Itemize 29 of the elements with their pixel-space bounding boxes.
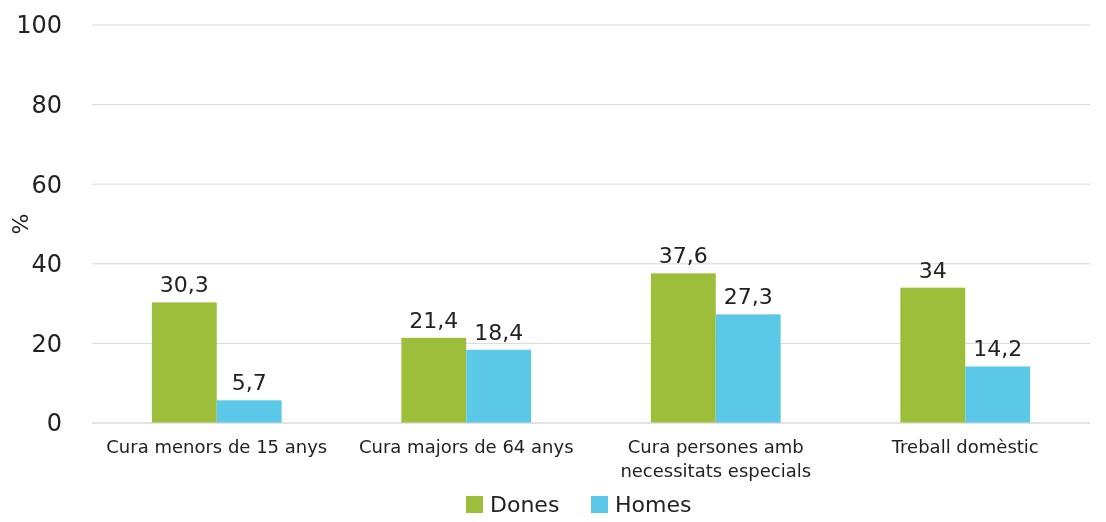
y-tick-label: 60 [31, 170, 62, 199]
bar [151, 302, 217, 423]
y-tick-label: 0 [46, 409, 62, 438]
data-label: 14,2 [973, 336, 1023, 362]
x-tick-label: Treball domèstic [890, 436, 1039, 457]
x-tick-label: Cura majors de 64 anys [358, 436, 574, 457]
legend-label: Homes [615, 492, 692, 517]
bar [216, 400, 282, 423]
data-label: 30,3 [159, 272, 209, 298]
bar [965, 366, 1031, 423]
data-label: 5,7 [231, 370, 267, 396]
y-tick-label: 20 [31, 329, 62, 358]
y-tick-label: 100 [16, 11, 62, 40]
bar [650, 273, 716, 423]
y-axis-title: % [8, 213, 33, 235]
legend-label: Dones [490, 492, 560, 517]
x-tick-label: Cura menors de 15 anys [106, 436, 328, 457]
data-label: 37,6 [658, 243, 708, 269]
y-tick-label: 40 [31, 250, 62, 279]
data-label: 21,4 [409, 307, 459, 333]
y-tick-label: 80 [31, 91, 62, 119]
x-tick-label: Cura persones amb necessitats especials [620, 436, 812, 481]
bar [715, 314, 781, 423]
bar [900, 287, 966, 423]
bar [401, 337, 467, 423]
bar [466, 349, 532, 423]
data-label: 34 [918, 257, 947, 283]
data-label: 18,4 [474, 319, 524, 345]
data-label: 27,3 [723, 284, 773, 310]
